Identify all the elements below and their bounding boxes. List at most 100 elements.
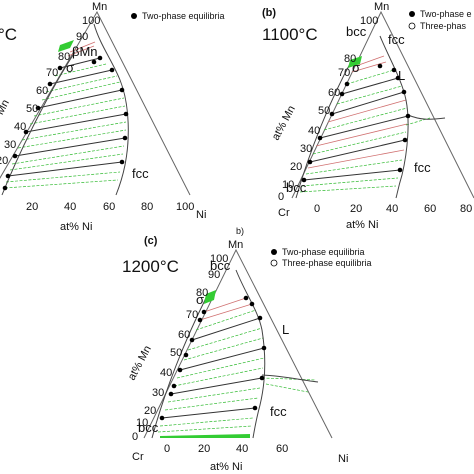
tick-c-mn-30: 30 (152, 387, 164, 399)
panel-a-green-band (58, 40, 74, 52)
panel-b-letter: (b) (262, 7, 276, 19)
tick-a-mn-20: 20 (0, 155, 8, 167)
panel-c-ni-axis-label: at% Ni (210, 461, 242, 473)
panel-c-bcc-boundary (151, 297, 207, 439)
tick-b-mn-50: 50 (318, 105, 330, 117)
panel-b-mn-ticks: 100 80 70 60 50 40 30 20 10 0 (278, 15, 378, 203)
tick-a-mn-40: 40 (14, 121, 26, 133)
panel-b-apex-cr: Cr (278, 207, 290, 219)
tick-a-ni-60: 60 (103, 201, 115, 213)
panel-b-legend-circle (408, 22, 416, 30)
panel-c-legend-two-phase: Two-phase equilibria (282, 247, 365, 257)
panel-b-bcc-top-label: bcc (346, 24, 367, 39)
panel-b-ni-ticks: 0 20 40 60 80 (314, 203, 472, 215)
tick-c-mn-90: 90 (208, 269, 220, 281)
panel-c-green-band-top (204, 290, 216, 304)
tick-c-mn-60: 60 (178, 329, 190, 341)
panel-c-ni-ticks: 0 20 40 60 (164, 443, 288, 455)
panel-c-sigma-label: σ (196, 292, 204, 307)
tick-c-mn-100: 100 (210, 253, 228, 265)
panel-b-legend-dot (409, 11, 415, 17)
panel-a-mn-axis-label: at% Mn (0, 98, 12, 137)
tick-c-mn-40: 40 (160, 367, 172, 379)
panel-b-temperature: 1100°C (262, 25, 318, 44)
panel-c-bcc-top-label: bcc (210, 258, 231, 273)
panel-c-fcc-boundary (235, 269, 266, 439)
panel-a-tie-lines (4, 41, 127, 189)
panel-b-mn-axis-label: at% Mn (270, 104, 298, 143)
tick-a-ni-100: 100 (176, 201, 194, 213)
panel-a-apex-ni: Ni (196, 209, 206, 221)
panel-a-ni-axis-label: at% Ni (60, 221, 92, 233)
panel-c-temperature: 1200°C (122, 257, 179, 276)
panel-a-mn-ticks: 100 90 80 70 60 50 40 30 20 (0, 15, 100, 167)
panel-c: (c) 1200°C (122, 235, 372, 473)
panel-a-fcc-boundary (93, 23, 129, 196)
tick-c-mn-50: 50 (170, 347, 182, 359)
tick-a-mn-50: 50 (26, 103, 38, 115)
tick-a-mn-90: 90 (76, 31, 88, 43)
panel-a-data-points (2, 55, 129, 191)
panel-a-bcc-boundary (1, 51, 76, 196)
tick-b-ni-20: 20 (350, 203, 362, 215)
panel-b-fcc-label: fcc (414, 160, 431, 175)
panel-c-tie-lines (157, 297, 317, 433)
tick-a-ni-20: 20 (26, 201, 38, 213)
panel-b-legend-three-phase: Three-phas (420, 21, 467, 31)
panel-b-apex-mn: Mn (374, 1, 389, 13)
tick-c-mn-70: 70 (186, 309, 198, 321)
tick-b-mn-100: 100 (360, 15, 378, 27)
panel-b-bcc-boundary (295, 59, 353, 199)
tick-a-mn-80: 80 (58, 51, 70, 63)
panel-c-letter: (c) (144, 235, 158, 247)
panel-b-fcc-top-label: fcc (388, 32, 405, 47)
panel-b-legend-two-phase: Two-phase e (420, 9, 472, 19)
panel-c-green-band-bottom (160, 434, 250, 438)
panel-a-legend-two-phase: Two-phase equilibria (142, 11, 225, 21)
panel-b-liquid-label: L (398, 68, 405, 83)
tick-b-mn-0: 0 (278, 191, 284, 203)
tick-b-mn-80: 80 (344, 53, 356, 65)
panel-b-triangle (291, 10, 474, 199)
panel-a-sigma-label: σ (66, 60, 74, 75)
tick-c-mn-20: 20 (144, 405, 156, 417)
panel-c-triangle (143, 248, 333, 439)
panel-c-bcc-bottom-label: bcc (138, 420, 159, 435)
panel-b: (b) 1100°C (262, 1, 474, 231)
tick-b-ni-40: 40 (386, 203, 398, 215)
tick-b-ni-80: 80 (460, 203, 472, 215)
panel-a-beta-mn-label: βMn (72, 44, 98, 59)
tick-b-mn-70: 70 (338, 67, 350, 79)
panel-c-fcc-label: fcc (270, 404, 287, 419)
tick-b-mn-10: 10 (282, 179, 294, 191)
tick-c-ni-40: 40 (236, 443, 248, 455)
tick-c-mn-10: 10 (136, 417, 148, 429)
tick-b-mn-40: 40 (308, 125, 320, 137)
panel-a: 100 90 80 70 60 50 40 30 20 20 40 60 80 … (0, 1, 225, 233)
panel-c-apex-ni: Ni (338, 453, 348, 465)
panel-b-sigma-label: σ (352, 60, 360, 75)
tick-a-mn-30: 30 (4, 139, 16, 151)
panel-c-mn-ticks: 100 90 80 70 60 50 40 30 20 10 0 (132, 253, 228, 443)
tick-b-ni-0: 0 (314, 203, 320, 215)
tick-a-ni-80: 80 (141, 201, 153, 213)
tick-c-ni-20: 20 (198, 443, 210, 455)
panel-c-data-points (159, 295, 267, 421)
panel-a-apex-mn: Mn (92, 1, 107, 13)
panel-b-bcc-bottom-label: bcc (286, 180, 307, 195)
panel-a-ni-ticks: 20 40 60 80 100 (26, 201, 194, 213)
panel-b-data-points (301, 63, 411, 183)
panel-b-ni-axis-label: at% Ni (346, 219, 378, 231)
panel-c-mn-axis-label: at% Mn (126, 344, 154, 383)
panel-a-fcc-label: fcc (132, 166, 149, 181)
panel-c-apex-cr: Cr (132, 451, 144, 463)
panel-b-liquid-boundary (407, 114, 446, 120)
panel-b-tie-lines (299, 55, 431, 193)
tick-b-ni-60: 60 (424, 203, 436, 215)
tick-b-mn-20: 20 (290, 161, 302, 173)
tick-a-mn-70: 70 (46, 67, 58, 79)
tick-c-ni-0: 0 (164, 443, 170, 455)
panel-b-green-band (348, 56, 362, 68)
panel-c-liquid-boundary (261, 374, 319, 383)
